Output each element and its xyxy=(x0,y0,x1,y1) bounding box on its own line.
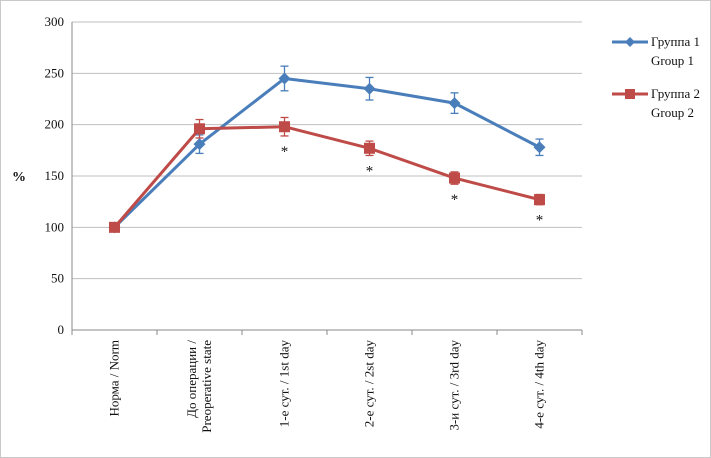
data-point-series-1 xyxy=(448,97,461,110)
y-tick-label: 0 xyxy=(58,322,65,337)
data-point-series-1 xyxy=(533,141,546,154)
y-tick-label: 200 xyxy=(45,117,65,132)
x-tick-label: 3-и сут. / 3rd day xyxy=(447,340,462,431)
data-point-series-1 xyxy=(363,82,376,95)
data-point-series-2 xyxy=(364,142,375,154)
legend-marker-2 xyxy=(625,89,635,99)
x-tick-label: 2-е сут. / 2st day xyxy=(362,340,377,428)
data-point-series-2 xyxy=(534,194,545,206)
significance-marker: * xyxy=(281,144,289,160)
y-tick-label: 250 xyxy=(45,65,65,80)
legend-label: Группа 1 xyxy=(651,34,700,49)
data-point-series-2 xyxy=(194,123,205,135)
data-point-series-1 xyxy=(278,72,291,85)
series-line-1 xyxy=(113,76,541,229)
y-axis-label: % xyxy=(12,170,26,185)
legend-marker-1 xyxy=(625,37,635,47)
significance-marker: * xyxy=(536,213,544,229)
x-tick-label: 4-е сут. / 4th day xyxy=(532,340,547,429)
legend-label: Group 1 xyxy=(651,53,694,68)
significance-marker: * xyxy=(366,163,374,179)
y-tick-label: 50 xyxy=(51,271,64,286)
y-tick-label: 100 xyxy=(45,219,65,234)
y-tick-label: 150 xyxy=(45,168,65,183)
data-point-series-2 xyxy=(109,221,120,233)
x-tick-label: Норма / Norm xyxy=(107,340,122,417)
data-point-series-2 xyxy=(449,172,460,184)
data-point-series-2 xyxy=(279,121,290,133)
x-tick-label: До операции / xyxy=(184,340,199,418)
y-tick-label: 300 xyxy=(45,14,65,29)
series-line-2 xyxy=(113,125,540,229)
significance-marker: * xyxy=(451,192,459,208)
x-tick-label: Preoperative state xyxy=(199,340,214,433)
data-point-series-1 xyxy=(193,138,206,151)
legend-label: Group 2 xyxy=(651,105,694,120)
x-tick-label: 1-е сут. / 1st day xyxy=(277,340,292,428)
legend-label: Группа 2 xyxy=(651,86,700,101)
